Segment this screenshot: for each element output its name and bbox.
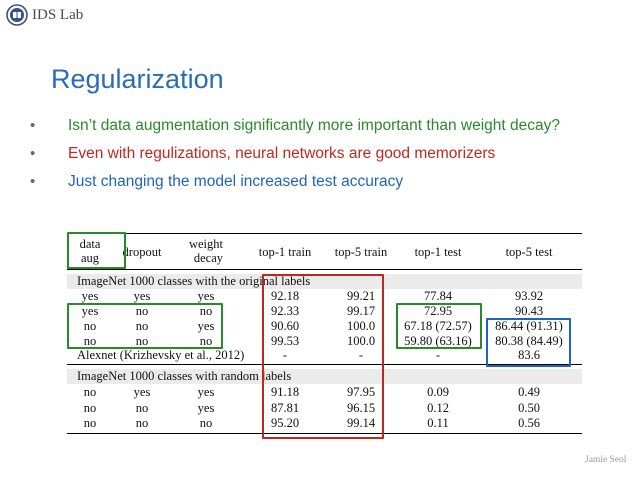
highlight-box-red bbox=[262, 274, 384, 439]
bullet-text: Just changing the model increased test a… bbox=[68, 173, 404, 190]
bullet-text: Isn’t data augmentation significantly mo… bbox=[68, 117, 560, 134]
header-top1-train: top-1 train bbox=[258, 245, 312, 259]
highlight-box-green bbox=[67, 303, 223, 349]
bullet-text: Even with regulizations, neural networks… bbox=[68, 145, 496, 162]
table-bottom-rule bbox=[67, 433, 582, 434]
author-footer: Jamie Seol bbox=[585, 455, 627, 465]
table-cell: 100.0 bbox=[346, 319, 376, 333]
table-cell: no bbox=[135, 319, 149, 333]
table-cell: yes bbox=[81, 289, 99, 303]
table-cell: 95.20 bbox=[270, 416, 300, 430]
bullet-dot-icon: • bbox=[30, 173, 36, 190]
header-top1-test: top-1 test bbox=[414, 245, 462, 259]
bullet-dot-icon: • bbox=[30, 117, 36, 134]
section-shade bbox=[67, 274, 582, 289]
table-cell: yes bbox=[197, 319, 215, 333]
table-cell: 100.0 bbox=[346, 334, 376, 348]
header-dropout: dropout bbox=[122, 245, 162, 259]
table-cell: - bbox=[435, 348, 441, 362]
table-top-rule bbox=[67, 233, 582, 234]
table-cell: 0.56 bbox=[518, 416, 540, 430]
section-title-original: ImageNet 1000 classes with the original … bbox=[77, 274, 311, 288]
table-cell: 80.38 (84.49) bbox=[495, 334, 563, 348]
table-cell: no bbox=[135, 400, 149, 415]
table-cell: yes bbox=[133, 289, 151, 303]
header-top5-test: top-5 test bbox=[505, 245, 553, 259]
table-cell: no bbox=[83, 385, 97, 399]
bullet-item: • Even with regulizations, neural networ… bbox=[30, 144, 590, 164]
table-cell: no bbox=[83, 400, 97, 415]
table-cell: 99.14 bbox=[346, 416, 376, 430]
table-cell: no bbox=[199, 334, 213, 348]
highlight-box-green bbox=[396, 303, 482, 349]
table-cell: 83.6 bbox=[518, 348, 540, 362]
table-cell: 72.95 bbox=[423, 304, 453, 318]
table-cell: 59.80 (63.16) bbox=[404, 334, 472, 348]
table-cell: no bbox=[199, 416, 213, 430]
bullet-item: • Just changing the model increased test… bbox=[30, 172, 590, 192]
bullet-dot-icon: • bbox=[30, 145, 36, 162]
table-cell: no bbox=[83, 416, 97, 430]
table-cell: 92.18 bbox=[270, 289, 300, 303]
table-cell: yes bbox=[197, 400, 215, 415]
section-title-random: ImageNet 1000 classes with random labels bbox=[77, 369, 292, 383]
table-cell: 0.12 bbox=[427, 400, 449, 415]
table-header-rule bbox=[67, 269, 582, 270]
table-cell: 99.17 bbox=[346, 304, 376, 318]
highlight-box-green bbox=[67, 232, 126, 269]
header-data-aug: data aug bbox=[79, 237, 101, 265]
bullet-list: • Isn’t data augmentation significantly … bbox=[30, 116, 590, 200]
table-cell: - bbox=[282, 348, 288, 362]
table-cell: 99.21 bbox=[346, 289, 376, 303]
table-cell: no bbox=[135, 334, 149, 348]
table-cell: - bbox=[358, 348, 364, 362]
table-cell: 0.09 bbox=[427, 385, 449, 399]
section-shade bbox=[67, 369, 582, 384]
table-cell: no bbox=[83, 319, 97, 333]
table-cell: no bbox=[199, 304, 213, 318]
table-cell: 0.50 bbox=[518, 400, 540, 415]
bullet-item: • Isn’t data augmentation significantly … bbox=[30, 116, 590, 136]
table-cell: 90.60 bbox=[270, 319, 300, 333]
university-seal-icon bbox=[6, 4, 28, 26]
slide-title: Regularization bbox=[51, 64, 224, 94]
table-cell: 99.53 bbox=[270, 334, 300, 348]
table-cell: yes bbox=[197, 289, 215, 303]
table-cell: 0.11 bbox=[427, 416, 449, 430]
table-cell: 67.18 (72.57) bbox=[404, 319, 472, 333]
alexnet-label: Alexnet (Krizhevsky et al., 2012) bbox=[77, 348, 245, 362]
table-cell: 92.33 bbox=[270, 304, 300, 318]
table-cell: 87.81 bbox=[270, 400, 300, 415]
table-cell: 86.44 (91.31) bbox=[495, 319, 563, 333]
table-cell: 0.49 bbox=[518, 385, 540, 399]
section-divider-rule bbox=[67, 364, 582, 365]
table-cell: yes bbox=[133, 385, 151, 399]
highlight-box-blue bbox=[486, 318, 571, 367]
table-cell: yes bbox=[197, 385, 215, 399]
table-cell: 77.84 bbox=[423, 289, 453, 303]
table-cell: 91.18 bbox=[270, 385, 300, 399]
lab-name: IDS Lab bbox=[32, 7, 84, 23]
table-cell: 97.95 bbox=[346, 385, 376, 399]
table-cell: 90.43 bbox=[514, 304, 544, 318]
table-cell: yes bbox=[81, 304, 99, 318]
table-cell: no bbox=[83, 334, 97, 348]
table-cell: no bbox=[135, 304, 149, 318]
table-cell: 96.15 bbox=[346, 400, 376, 415]
table-cell: 93.92 bbox=[514, 289, 544, 303]
header-top5-train: top-5 train bbox=[334, 245, 388, 259]
table-cell: no bbox=[135, 416, 149, 430]
results-table: data aug dropout weight decay top-1 trai… bbox=[67, 229, 582, 437]
header-weight-decay: weight decay bbox=[188, 237, 224, 265]
